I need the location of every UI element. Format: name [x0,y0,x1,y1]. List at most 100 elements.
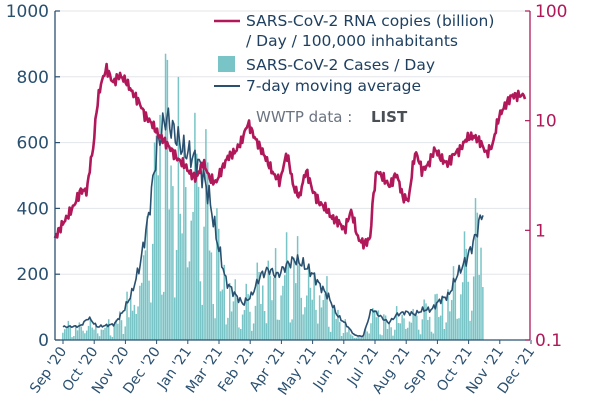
case-bar [67,320,70,340]
case-bar [148,280,150,340]
case-bar [280,295,282,340]
case-bar [458,318,460,340]
case-bar [262,285,264,340]
case-bar [217,228,220,340]
case-bar [80,326,82,340]
case-bar [271,300,273,340]
case-bar [205,129,207,340]
case-bar [320,307,323,340]
case-bar [289,322,292,340]
case-bar [373,309,376,340]
case-bar [122,334,125,340]
case-bar [276,319,279,340]
case-bar [219,291,222,340]
case-bar [85,330,88,340]
case-bar [89,319,92,340]
case-bar [96,333,99,340]
case-bar [223,264,225,340]
case-bar [416,315,418,340]
case-bar [241,314,244,340]
case-bar [98,336,101,340]
case-bar [137,306,139,340]
moving-average-line [62,107,484,338]
case-bar [456,318,458,340]
case-bar [269,275,271,340]
legend-rna-label-line1: SARS-CoV-2 RNA copies (billion) [246,12,494,30]
case-bar [340,335,343,340]
case-bar [153,142,156,340]
case-bar [353,338,356,340]
case-bar [403,318,405,340]
case-bar [335,318,337,340]
case-bar [124,326,126,340]
case-bar [186,267,189,340]
case-bar [82,330,84,340]
case-bar [190,220,192,340]
case-bar [304,307,306,340]
case-bar [234,279,237,340]
case-bar [146,216,148,340]
legend-rna-label-line2: / Day / 100,000 inhabitants [246,32,458,50]
case-bar [355,337,358,340]
left-tick-label: 0 [38,331,49,351]
case-bar [293,257,295,340]
case-bar [285,232,288,340]
case-bar [243,310,246,340]
case-bar [113,324,115,340]
case-bar [361,337,363,340]
case-bar [212,304,214,340]
case-bar [318,295,321,340]
case-bar [408,321,411,340]
case-bar [252,323,255,340]
case-bar [273,277,275,340]
case-bar [195,153,198,340]
case-bar [364,327,367,340]
case-bar [139,285,141,340]
case-bar [465,248,468,340]
case-bar [467,281,469,340]
case-bar [439,315,442,340]
case-bar [135,313,137,340]
case-bar [379,334,381,340]
case-bar [238,327,240,340]
case-bar [151,243,154,340]
case-bar [265,323,268,340]
case-bar [131,310,134,340]
right-tick-label: 10 [535,112,557,132]
case-bar [221,289,224,340]
case-bar [201,304,203,340]
case-bar [322,300,325,340]
case-bar [170,165,172,340]
legend-cases-label: SARS-CoV-2 Cases / Day [246,56,435,74]
case-bar [291,319,293,340]
case-bar [95,324,97,340]
case-bar [168,209,170,340]
case-bar [65,328,68,340]
case-bar [188,261,191,340]
case-bar [164,53,167,340]
case-bar [339,322,341,340]
case-bar [427,319,429,340]
case-bar [447,289,449,340]
case-bar [454,280,457,340]
case-bar [476,212,479,340]
case-bar [140,282,143,340]
case-bar [381,335,383,340]
case-bar [472,276,475,340]
case-bar [366,331,369,340]
case-bar [295,283,297,340]
right-tick-label: 0.1 [535,331,562,351]
case-bar [129,298,132,340]
case-bar [197,186,200,340]
case-bar [311,299,314,340]
case-bar [383,314,385,340]
case-bar [107,319,110,340]
case-bar [284,275,286,340]
annotation-prefix: WWTP data : [256,108,352,126]
case-bar [63,329,66,340]
case-bar [368,333,370,340]
case-bar [192,211,194,340]
case-bar [232,301,235,340]
case-bar [111,336,114,340]
